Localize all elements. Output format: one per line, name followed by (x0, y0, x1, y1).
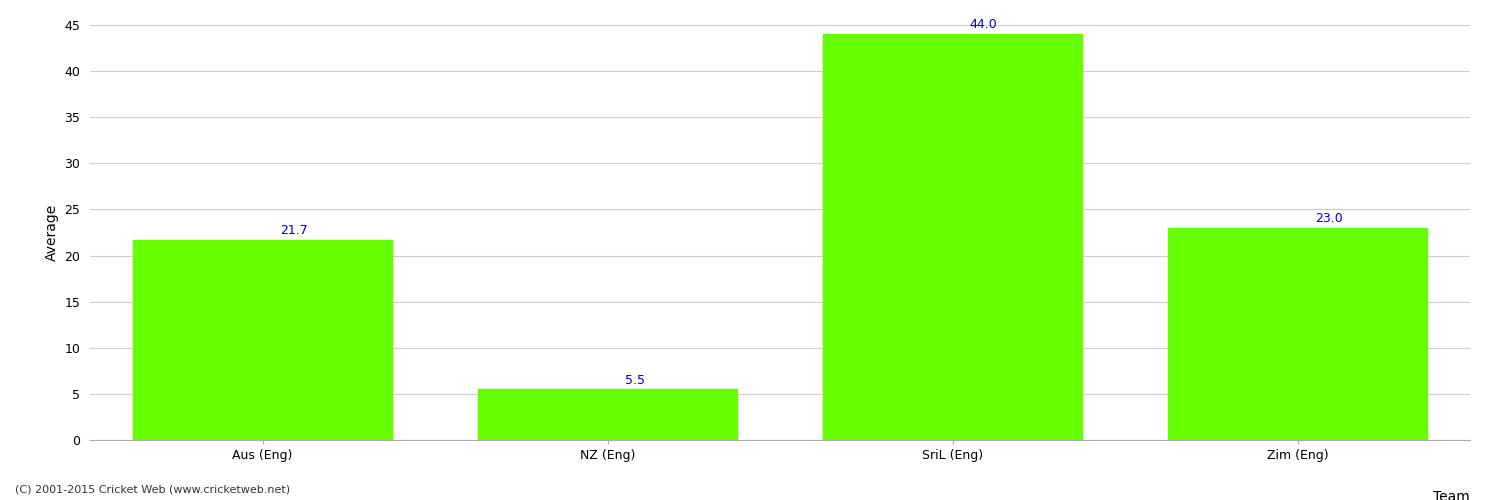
Bar (1168, 228, 1426, 440)
Bar (134, 240, 392, 440)
Bar (478, 390, 736, 440)
Bar (824, 34, 1082, 440)
Text: 5.5: 5.5 (624, 374, 645, 386)
Text: 23.0: 23.0 (1314, 212, 1342, 225)
Text: Team: Team (1434, 490, 1470, 500)
Text: (C) 2001-2015 Cricket Web (www.cricketweb.net): (C) 2001-2015 Cricket Web (www.cricketwe… (15, 485, 290, 495)
Text: 21.7: 21.7 (279, 224, 308, 237)
Y-axis label: Average: Average (45, 204, 58, 261)
Text: 44.0: 44.0 (969, 18, 998, 32)
